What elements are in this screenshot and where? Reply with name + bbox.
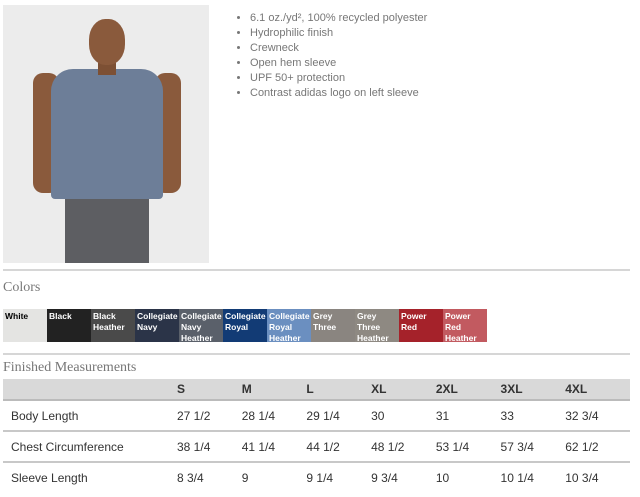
table-row: Body Length 27 1/2 28 1/4 29 1/4 30 31 33 32 3/… [3, 400, 630, 432]
measurement-cell: 31 [435, 400, 501, 432]
measurement-cell: 44 1/2 [306, 431, 372, 463]
measurement-cell: 62 1/2 [565, 431, 630, 463]
measurement-cell: 27 1/2 [177, 400, 242, 432]
size-header: L [306, 379, 372, 401]
measurement-cell: 48 1/2 [371, 431, 436, 463]
size-header: 2XL [435, 379, 501, 401]
measurement-cell: 10 [435, 470, 450, 485]
feature-item: Crewneck [250, 41, 427, 56]
measurement-cell: 29 1/4 [306, 400, 372, 432]
size-header: XL [371, 379, 436, 401]
measurement-cell: 30 [371, 400, 436, 432]
table-row: Chest Circumference 38 1/4 41 1/4 44 1/2 48 … [3, 431, 630, 463]
table-row: Sleeve Length 8 3/4 9 9 1/4 9 3/4 10 10 1/4 10 … [3, 462, 630, 492]
color-swatch[interactable]: Power Red Heather [443, 309, 487, 342]
measurement-cell: 10 1/4 [500, 470, 534, 485]
tshirt [51, 69, 163, 199]
color-swatch[interactable]: Collegiate Royal [223, 309, 267, 342]
header-blank [3, 379, 177, 401]
measurements-title: Finished Measurements [3, 360, 137, 375]
color-swatch[interactable]: White [3, 309, 47, 342]
measurement-cell: 32 3/4 [565, 400, 630, 432]
measurement-cell: 33 [500, 400, 566, 432]
color-swatch[interactable]: Collegiate Royal Heather [267, 309, 311, 342]
size-header: M [241, 379, 307, 401]
size-header: S [177, 379, 242, 401]
feature-list: 6.1 oz./yd², 100% recycled polyesterHydr… [236, 11, 427, 101]
product-photo [3, 5, 209, 263]
color-swatch[interactable]: Collegiate Navy [135, 309, 179, 342]
measurement-cell: 9 1/4 [306, 470, 334, 485]
size-header: 4XL [565, 379, 630, 401]
measurements-table: S M L XL 2XL 3XL 4XL Body Length 27 1/2 28 1/4 29… [3, 379, 630, 492]
size-header: 3XL [500, 379, 566, 401]
color-swatch[interactable]: Collegiate Navy Heather [179, 309, 223, 342]
measurement-cell: 9 [241, 470, 249, 485]
model-head [89, 19, 125, 65]
measurement-cell: 41 1/4 [241, 431, 307, 463]
feature-item: Contrast adidas logo on left sleeve [250, 86, 427, 101]
feature-item: 6.1 oz./yd², 100% recycled polyester [250, 11, 427, 26]
measurement-cell: 38 1/4 [177, 431, 242, 463]
feature-item: Open hem sleeve [250, 56, 427, 71]
color-swatch[interactable]: Grey Three Heather [355, 309, 399, 342]
measurement-cell: 53 1/4 [435, 431, 501, 463]
color-swatch[interactable]: Power Red [399, 309, 443, 342]
measurement-cell: 8 3/4 [177, 470, 204, 485]
row-label: Sleeve Length [11, 470, 88, 485]
color-swatch[interactable]: Grey Three [311, 309, 355, 342]
measurement-cell: 10 3/4 [565, 470, 599, 485]
color-swatches: White Black Black Heather Collegiate Navy Co… [3, 309, 487, 342]
divider [3, 353, 630, 355]
divider [3, 269, 630, 271]
row-label: Chest Circumference [3, 431, 177, 463]
measurement-cell: 9 3/4 [371, 470, 398, 485]
color-swatch[interactable]: Black [47, 309, 91, 342]
model-pants [65, 199, 149, 263]
measurement-cell: 57 3/4 [500, 431, 566, 463]
row-label: Body Length [3, 400, 177, 432]
measurement-cell: 28 1/4 [241, 400, 307, 432]
feature-item: Hydrophilic finish [250, 26, 427, 41]
feature-item: UPF 50+ protection [250, 71, 427, 86]
colors-title: Colors [3, 280, 41, 295]
color-swatch[interactable]: Black Heather [91, 309, 135, 342]
